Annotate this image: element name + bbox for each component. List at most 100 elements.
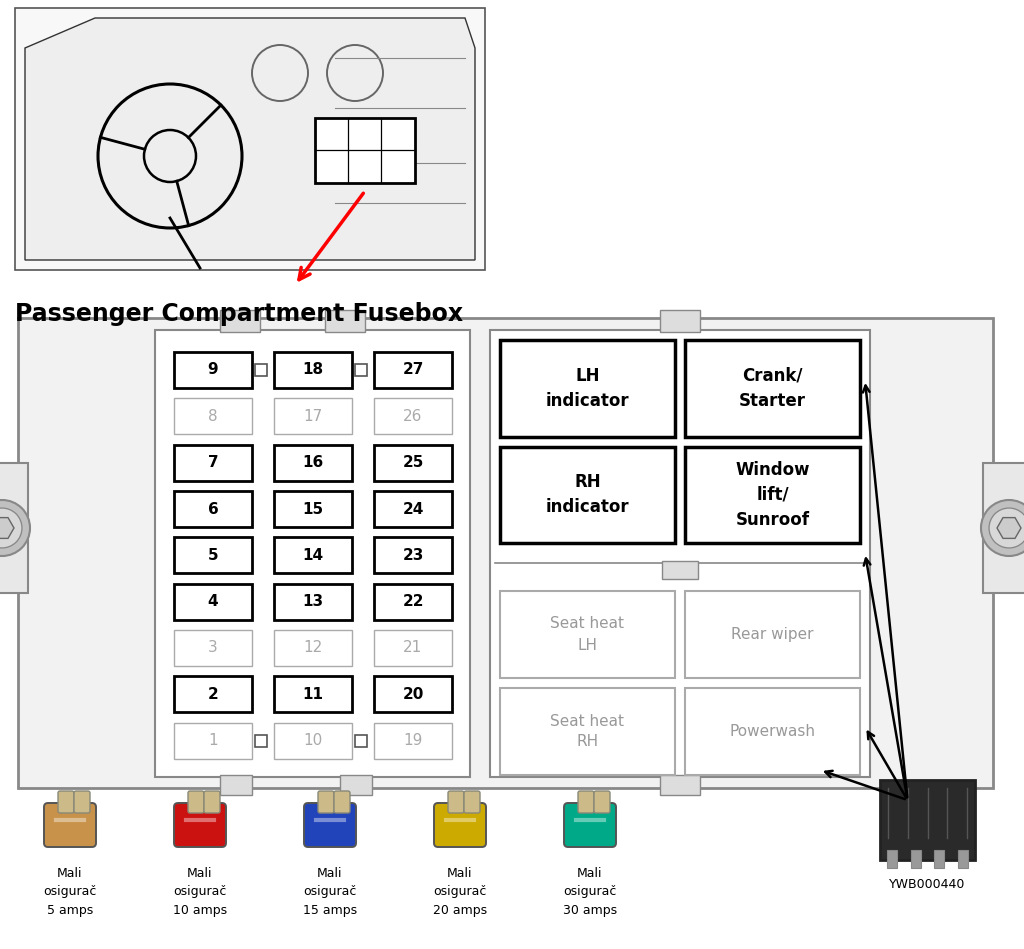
Bar bbox=[910, 850, 921, 868]
Bar bbox=[255, 735, 267, 747]
Text: Window
lift/
Sunroof: Window lift/ Sunroof bbox=[735, 461, 810, 529]
Bar bbox=[274, 537, 352, 573]
Bar bbox=[374, 352, 452, 388]
FancyBboxPatch shape bbox=[334, 791, 350, 813]
Bar bbox=[374, 537, 452, 573]
Text: 12: 12 bbox=[303, 641, 323, 656]
Text: Mali
osigurač
20 amps: Mali osigurač 20 amps bbox=[433, 867, 487, 917]
Bar bbox=[660, 775, 700, 795]
FancyBboxPatch shape bbox=[564, 803, 616, 847]
Bar bbox=[880, 780, 975, 860]
Circle shape bbox=[989, 508, 1024, 548]
Text: 10: 10 bbox=[303, 734, 323, 748]
Bar bbox=[220, 775, 252, 795]
Bar bbox=[983, 463, 1024, 593]
FancyBboxPatch shape bbox=[74, 791, 90, 813]
Bar bbox=[174, 445, 252, 480]
FancyBboxPatch shape bbox=[204, 791, 220, 813]
Bar bbox=[500, 446, 675, 543]
FancyBboxPatch shape bbox=[58, 791, 74, 813]
Bar bbox=[274, 491, 352, 527]
Text: 18: 18 bbox=[302, 363, 324, 378]
Bar bbox=[255, 364, 267, 376]
Bar bbox=[174, 723, 252, 758]
Polygon shape bbox=[25, 18, 475, 260]
Bar bbox=[685, 446, 860, 543]
Bar bbox=[315, 118, 415, 183]
Text: Mali
osigurač
10 amps: Mali osigurač 10 amps bbox=[173, 867, 227, 917]
Circle shape bbox=[0, 518, 12, 538]
Text: 11: 11 bbox=[302, 687, 324, 702]
Bar bbox=[274, 723, 352, 758]
Bar bbox=[174, 630, 252, 666]
Bar bbox=[355, 364, 367, 376]
Text: 27: 27 bbox=[402, 363, 424, 378]
Polygon shape bbox=[0, 517, 14, 538]
Text: Seat heat
LH: Seat heat LH bbox=[551, 617, 625, 653]
FancyBboxPatch shape bbox=[304, 803, 356, 847]
Bar bbox=[374, 399, 452, 435]
Text: 26: 26 bbox=[403, 409, 423, 424]
FancyBboxPatch shape bbox=[44, 803, 96, 847]
Bar bbox=[374, 677, 452, 713]
FancyBboxPatch shape bbox=[578, 791, 594, 813]
Text: Mali
osigurač
15 amps: Mali osigurač 15 amps bbox=[303, 867, 357, 917]
Text: Crank/
Starter: Crank/ Starter bbox=[739, 366, 806, 410]
Bar bbox=[274, 352, 352, 388]
Bar bbox=[958, 850, 968, 868]
Bar bbox=[685, 688, 860, 775]
Text: 19: 19 bbox=[403, 734, 423, 748]
Text: 3: 3 bbox=[208, 641, 218, 656]
Bar bbox=[174, 584, 252, 620]
Bar bbox=[174, 491, 252, 527]
Text: Mali
osigurač
5 amps: Mali osigurač 5 amps bbox=[43, 867, 96, 917]
Bar bbox=[220, 310, 260, 332]
Bar bbox=[0, 463, 28, 593]
Bar bbox=[934, 850, 944, 868]
Bar bbox=[274, 445, 352, 480]
Text: 25: 25 bbox=[402, 456, 424, 470]
Bar bbox=[685, 340, 860, 437]
Bar bbox=[490, 330, 870, 777]
Text: Rear wiper: Rear wiper bbox=[731, 627, 814, 642]
Bar bbox=[500, 688, 675, 775]
Circle shape bbox=[0, 508, 22, 548]
Text: 5: 5 bbox=[208, 548, 218, 563]
Text: Powerwash: Powerwash bbox=[729, 724, 815, 739]
Text: 13: 13 bbox=[302, 594, 324, 609]
Bar bbox=[274, 399, 352, 435]
Text: 23: 23 bbox=[402, 548, 424, 563]
Bar bbox=[887, 850, 897, 868]
FancyBboxPatch shape bbox=[174, 803, 226, 847]
Text: 15: 15 bbox=[302, 501, 324, 516]
Text: Passenger Compartment Fusebox: Passenger Compartment Fusebox bbox=[15, 302, 463, 326]
Circle shape bbox=[999, 518, 1019, 538]
Polygon shape bbox=[997, 517, 1021, 538]
Bar bbox=[155, 330, 470, 777]
Bar bbox=[274, 584, 352, 620]
FancyBboxPatch shape bbox=[464, 791, 480, 813]
Bar bbox=[174, 399, 252, 435]
Bar bbox=[174, 677, 252, 713]
Bar bbox=[500, 591, 675, 678]
Text: LH
indicator: LH indicator bbox=[546, 366, 630, 410]
Text: YWB000440: YWB000440 bbox=[889, 878, 966, 891]
Bar bbox=[274, 630, 352, 666]
Text: 20: 20 bbox=[402, 687, 424, 702]
Text: 17: 17 bbox=[303, 409, 323, 424]
Text: RH
indicator: RH indicator bbox=[546, 474, 630, 516]
Text: Seat heat
RH: Seat heat RH bbox=[551, 714, 625, 750]
Bar bbox=[355, 735, 367, 747]
FancyBboxPatch shape bbox=[318, 791, 334, 813]
Bar bbox=[685, 591, 860, 678]
Text: 8: 8 bbox=[208, 409, 218, 424]
Text: 22: 22 bbox=[402, 594, 424, 609]
Circle shape bbox=[981, 500, 1024, 556]
Bar bbox=[340, 775, 372, 795]
Text: 9: 9 bbox=[208, 363, 218, 378]
FancyBboxPatch shape bbox=[594, 791, 610, 813]
Text: 14: 14 bbox=[302, 548, 324, 563]
Bar bbox=[174, 352, 252, 388]
Bar bbox=[660, 310, 700, 332]
Text: 16: 16 bbox=[302, 456, 324, 470]
